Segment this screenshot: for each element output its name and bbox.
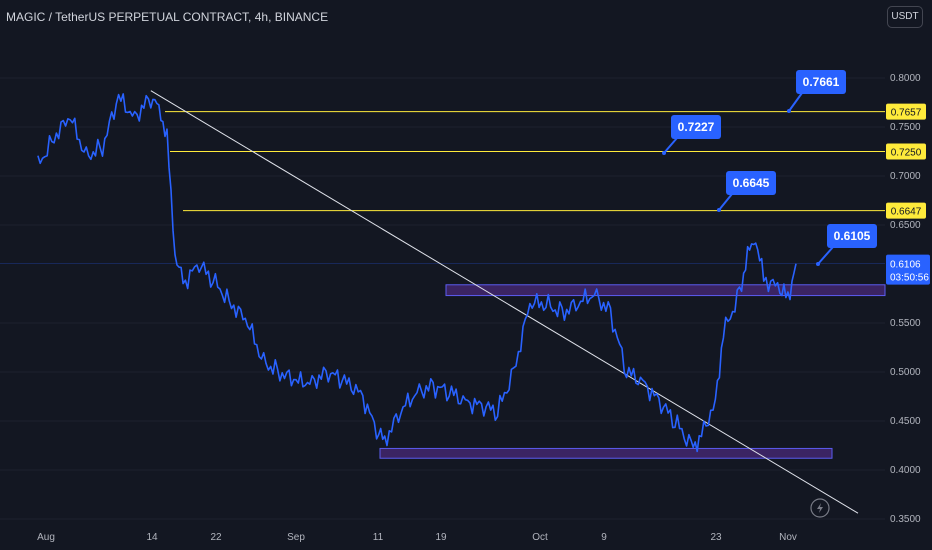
x-tick-label: 19 — [435, 532, 447, 543]
y-tick-label: 0.7500 — [890, 122, 921, 133]
time-axis[interactable]: Aug 14 22 Sep 11 19 Oct 9 23 Nov — [37, 532, 797, 543]
callout-anchor — [662, 151, 666, 155]
callout-label: 0.7661 — [787, 70, 846, 113]
current-price-text: 0.6106 — [890, 260, 921, 271]
current-price-tag — [886, 254, 930, 285]
x-tick-label: Oct — [532, 532, 548, 543]
price-series-line — [37, 93, 797, 453]
trend-line[interactable] — [150, 90, 859, 514]
horizontal-levels[interactable] — [0, 111, 885, 264]
callout-text: 0.6105 — [834, 229, 871, 243]
callout-label: 0.7227 — [662, 115, 721, 155]
callout-box — [671, 115, 721, 139]
x-tick-label: 11 — [373, 532, 384, 543]
y-tick-label: 0.5000 — [890, 367, 921, 378]
level-price-tag-text: 0.7250 — [891, 148, 922, 159]
level-price-tag — [886, 143, 926, 160]
callout-text: 0.7227 — [678, 120, 715, 134]
x-tick-label: 23 — [710, 532, 722, 543]
level-price-tag-text: 0.7657 — [891, 108, 922, 119]
lightning-icon[interactable] — [810, 498, 830, 518]
callout-text: 0.6645 — [733, 176, 770, 190]
y-tick-label: 0.6500 — [890, 220, 921, 231]
countdown-text: 03:50:56 — [890, 273, 929, 284]
callout-pointer — [663, 137, 678, 154]
x-tick-label: Sep — [287, 532, 305, 543]
x-tick-label: Nov — [779, 532, 797, 543]
y-tick-label: 0.5500 — [890, 318, 921, 329]
chart-title: MAGIC / TetherUS PERPETUAL CONTRACT, 4h,… — [6, 10, 329, 24]
level-price-tag — [886, 103, 926, 120]
callout-box — [827, 224, 877, 248]
callout-label: 0.6105 — [816, 224, 877, 266]
x-tick-label: 22 — [210, 532, 222, 543]
y-tick-label: 0.7000 — [890, 171, 921, 182]
y-tick-label: 0.4000 — [890, 465, 921, 476]
zone-rect — [445, 284, 886, 297]
callout-anchor — [787, 109, 791, 113]
callout-pointer — [788, 92, 803, 112]
level-price-tag-text: 0.6647 — [891, 207, 922, 218]
currency-button[interactable]: USDT — [887, 6, 923, 28]
callout-anchor — [717, 208, 721, 212]
callout-box — [796, 70, 846, 94]
callout-label: 0.6645 — [717, 171, 776, 212]
x-tick-label: 14 — [146, 532, 158, 543]
callout-anchor — [816, 262, 820, 266]
y-tick-label: 0.3500 — [890, 514, 921, 525]
support-zones[interactable] — [379, 284, 886, 459]
x-tick-label: Aug — [37, 532, 55, 543]
callout-pointer — [817, 246, 834, 265]
y-tick-label: 0.8000 — [890, 73, 921, 84]
x-tick-label: 9 — [601, 532, 607, 543]
zone-rect — [379, 447, 833, 459]
level-price-tag — [886, 202, 926, 219]
callout-pointer — [718, 193, 733, 211]
callout-text: 0.7661 — [803, 75, 840, 89]
price-callouts[interactable]: 0.7661 0.7227 0.6645 0.6105 — [662, 70, 877, 266]
callout-box — [726, 171, 776, 195]
price-axis[interactable]: 0.8000 0.7500 0.7000 0.6500 0.5500 0.5000 0.45… — [886, 73, 930, 525]
y-tick-label: 0.4500 — [890, 416, 921, 427]
